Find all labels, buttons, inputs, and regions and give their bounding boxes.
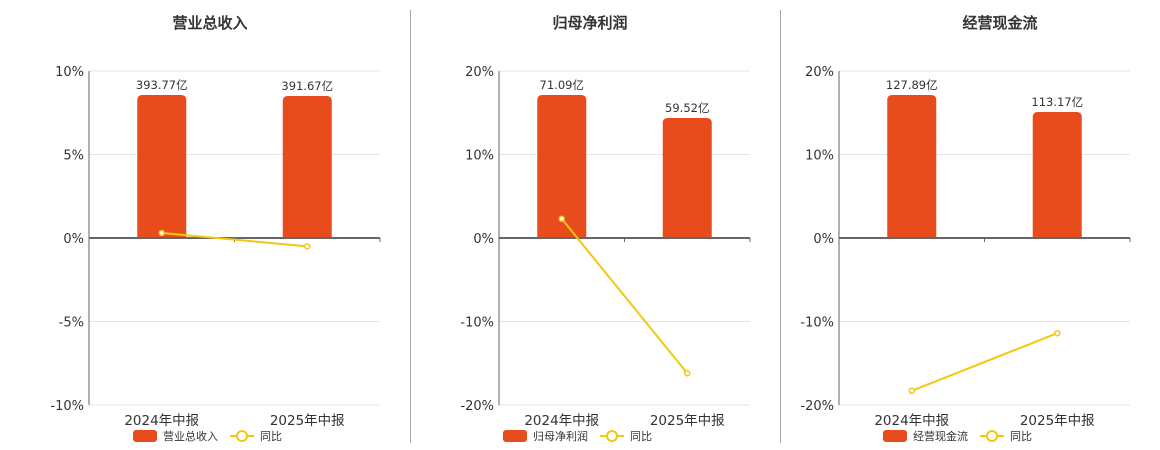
yoy-line xyxy=(911,332,1058,392)
line-legend-icon[interactable] xyxy=(600,430,624,442)
yoy-line xyxy=(161,231,308,248)
x-tick-label: 2024年中报 xyxy=(874,413,949,429)
bar[interactable] xyxy=(887,95,937,238)
chart-legend: 经营现金流 同比 xyxy=(883,428,1044,444)
y-tick-label: -20% xyxy=(800,399,834,414)
y-tick-label: 20% xyxy=(805,65,834,80)
bar-value-label: 127.89亿 xyxy=(886,78,938,92)
line-legend-label[interactable]: 同比 xyxy=(630,430,652,443)
y-tick-label: 10% xyxy=(465,149,494,164)
yoy-line xyxy=(560,218,689,374)
bar-value-label: 59.52亿 xyxy=(665,101,709,115)
yoy-point[interactable] xyxy=(908,387,915,395)
line-legend-icon[interactable] xyxy=(230,430,254,442)
x-tick-label: 2024年中报 xyxy=(524,413,599,429)
yoy-point[interactable] xyxy=(304,243,311,250)
revenue-chart: 10% 5% 0% -5% -10% 393.77亿 2024年中报 391.67亿 2025年… xyxy=(50,65,381,429)
line-legend-icon[interactable] xyxy=(980,430,1004,442)
yoy-point[interactable] xyxy=(684,370,691,377)
bar[interactable] xyxy=(137,95,187,238)
bar-legend-label[interactable]: 经营现金流 xyxy=(913,430,968,443)
chart-title: 归母净利润 xyxy=(552,14,628,32)
bar-legend-label[interactable]: 归母净利润 xyxy=(533,430,588,443)
y-tick-label: -10% xyxy=(460,316,494,331)
bar[interactable] xyxy=(662,118,712,238)
x-tick-label: 2025年中报 xyxy=(270,413,345,429)
chart-legend: 营业总收入 同比 xyxy=(133,428,294,444)
revenue-panel: 营业总收入 10% 5% 0% -5% -10% 393.77亿 2024年中报 391.67… xyxy=(0,0,410,450)
y-tick-label: 20% xyxy=(465,65,494,80)
bar[interactable] xyxy=(1032,112,1082,238)
y-tick-label: 0% xyxy=(813,232,834,247)
bar-value-label: 393.77亿 xyxy=(136,78,188,92)
bar[interactable] xyxy=(537,95,587,238)
panel-divider xyxy=(410,10,411,443)
y-tick-label: -20% xyxy=(460,399,494,414)
bar-value-label: 71.09亿 xyxy=(540,78,584,92)
x-tick-label: 2025年中报 xyxy=(650,413,725,429)
y-tick-label: 0% xyxy=(63,232,84,247)
chart-legend: 归母净利润 同比 xyxy=(503,428,664,444)
y-tick-label: 0% xyxy=(473,232,494,247)
net-profit-panel: 归母净利润 20% 10% 0% -10% -20% 71.09亿 2024年中报 59.52… xyxy=(410,0,780,450)
cash-flow-panel: 经营现金流 20% 10% 0% -10% -20% 127.89亿 2024年中报 113.… xyxy=(780,0,1160,450)
y-tick-label: -5% xyxy=(59,316,84,331)
x-tick-label: 2025年中报 xyxy=(1020,413,1095,429)
cash-flow-chart: 20% 10% 0% -10% -20% 127.89亿 2024年中报 113.17亿 202… xyxy=(800,65,1131,429)
line-legend-label[interactable]: 同比 xyxy=(260,430,282,443)
chart-title: 经营现金流 xyxy=(962,14,1038,32)
yoy-point[interactable] xyxy=(558,215,565,223)
bar-legend-swatch[interactable] xyxy=(133,430,157,442)
y-tick-label: 5% xyxy=(63,149,84,164)
x-tick-label: 2024年中报 xyxy=(124,413,199,429)
y-tick-label: -10% xyxy=(800,316,834,331)
net-profit-chart: 20% 10% 0% -10% -20% 71.09亿 2024年中报 59.52亿 2025年… xyxy=(460,65,751,429)
panel-divider xyxy=(780,10,781,443)
bar-legend-label[interactable]: 营业总收入 xyxy=(163,430,218,443)
yoy-point[interactable] xyxy=(158,229,165,237)
bar-legend-swatch[interactable] xyxy=(883,430,907,442)
bar-legend-swatch[interactable] xyxy=(503,430,527,442)
bar-value-label: 391.67亿 xyxy=(281,79,333,93)
chart-title: 营业总收入 xyxy=(172,14,248,32)
line-legend-label[interactable]: 同比 xyxy=(1010,430,1032,443)
y-tick-label: 10% xyxy=(55,65,84,80)
bar-value-label: 113.17亿 xyxy=(1031,95,1083,109)
yoy-point[interactable] xyxy=(1054,329,1061,337)
y-tick-label: 10% xyxy=(805,149,834,164)
bar[interactable] xyxy=(282,96,332,238)
y-tick-label: -10% xyxy=(50,399,84,414)
